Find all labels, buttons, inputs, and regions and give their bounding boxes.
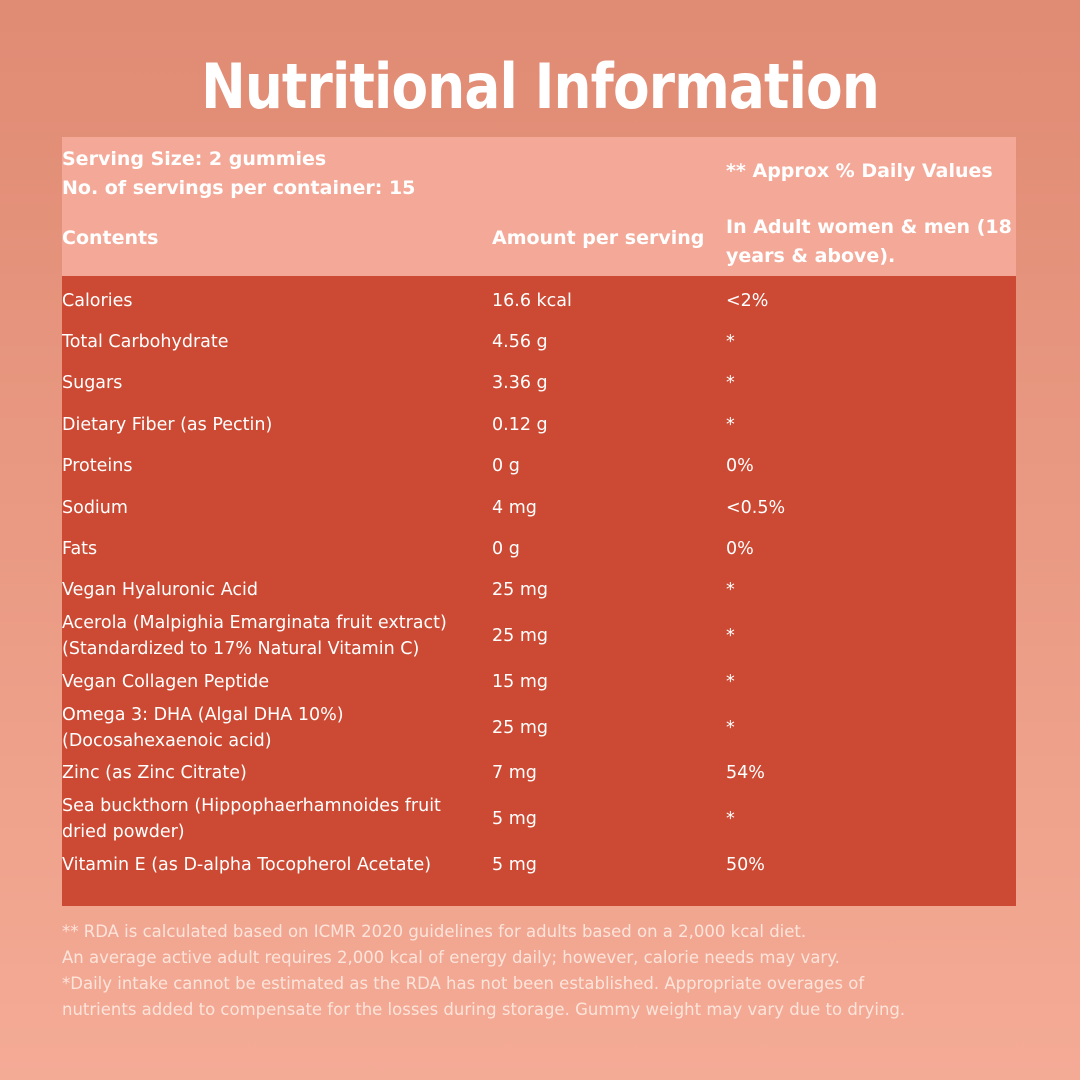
table-header: Serving Size: 2 gummies No. of servings …: [62, 137, 1016, 276]
daily-value: *: [726, 332, 735, 353]
footnotes: ** RDA is calculated based on ICMR 2020 …: [62, 919, 1022, 1023]
table-row: Acerola (Malpighia Emarginata fruit extr…: [62, 611, 1016, 661]
daily-value: *: [726, 808, 735, 829]
nutrient-name: Proteins: [62, 453, 492, 479]
nutrient-name-line: Sodium: [62, 497, 128, 518]
column-header-adult-line1: In Adult women & men (18: [726, 216, 1012, 238]
nutrient-name-line: Vitamin E (as D-alpha Tocopherol Acetate…: [62, 854, 432, 875]
table-row: Vitamin E (as D-alpha Tocopherol Acetate…: [62, 844, 1016, 885]
nutrient-name: Sodium: [62, 495, 492, 521]
table-row: Fats 0 g 0%: [62, 528, 1016, 569]
amount-per-serving: 4.56 g: [492, 332, 548, 353]
nutrient-name: Zinc (as Zinc Citrate): [62, 760, 492, 786]
nutrient-name: Sugars: [62, 370, 492, 396]
table-row: Total Carbohydrate 4.56 g *: [62, 321, 1016, 362]
table-row: Dietary Fiber (as Pectin) 0.12 g *: [62, 404, 1016, 445]
amount-per-serving: 25 mg: [492, 580, 548, 601]
amount-per-serving: 15 mg: [492, 671, 548, 692]
daily-value: *: [726, 626, 735, 647]
footnote-line: *Daily intake cannot be estimated as the…: [62, 974, 865, 993]
daily-value: *: [726, 717, 735, 738]
serving-size: Serving Size: 2 gummies: [62, 148, 327, 170]
table-row: Vegan Collagen Peptide 15 mg *: [62, 661, 1016, 702]
nutrient-name-line: Sea buckthorn (Hippophaerhamnoides fruit: [62, 795, 441, 816]
column-header-adult: In Adult women & men (18 years & above).: [726, 213, 1016, 271]
nutrient-name-line: dried powder): [62, 821, 185, 842]
servings-per-container: No. of servings per container: 15: [62, 177, 416, 199]
amount-per-serving: 0.12 g: [492, 414, 548, 435]
footnote-line: An average active adult requires 2,000 k…: [62, 948, 840, 967]
amount-per-serving: 3.36 g: [492, 373, 548, 394]
daily-value: <0.5%: [726, 497, 786, 518]
table-row: Omega 3: DHA (Algal DHA 10%) (Docosahexae…: [62, 703, 1016, 753]
amount-per-serving: 7 mg: [492, 763, 537, 784]
table-row: Calories 16.6 kcal <2%: [62, 280, 1016, 321]
table-row: Sea buckthorn (Hippophaerhamnoides fruit…: [62, 794, 1016, 844]
table-row: Vegan Hyaluronic Acid 25 mg *: [62, 570, 1016, 611]
column-header-adult-line2: years & above).: [726, 245, 896, 267]
daily-value: *: [726, 414, 735, 435]
nutrient-name-line: Proteins: [62, 456, 133, 477]
nutrient-name-line: (Standardized to 17% Natural Vitamin C): [62, 639, 420, 660]
nutrient-name-line: Fats: [62, 539, 98, 560]
column-header-contents: Contents: [62, 227, 159, 249]
table-row: Sodium 4 mg <0.5%: [62, 487, 1016, 528]
amount-per-serving: 4 mg: [492, 497, 537, 518]
nutrient-name-line: Vegan Hyaluronic Acid: [62, 580, 258, 601]
nutrition-table: Serving Size: 2 gummies No. of servings …: [62, 137, 1016, 906]
daily-value: 50%: [726, 854, 765, 875]
table-row: Zinc (as Zinc Citrate) 7 mg 54%: [62, 753, 1016, 794]
daily-value: *: [726, 671, 735, 692]
nutrient-name-line: Sugars: [62, 373, 123, 394]
footnote-line: ** RDA is calculated based on ICMR 2020 …: [62, 922, 807, 941]
amount-per-serving: 25 mg: [492, 626, 548, 647]
nutrient-name: Dietary Fiber (as Pectin): [62, 412, 492, 438]
table-row: Proteins 0 g 0%: [62, 446, 1016, 487]
daily-value: *: [726, 373, 735, 394]
daily-value: <2%: [726, 290, 769, 311]
daily-value: 0%: [726, 539, 754, 560]
nutrient-name: Sea buckthorn (Hippophaerhamnoides fruit…: [62, 793, 492, 845]
page-title: Nutritional Information: [201, 50, 880, 123]
daily-value: *: [726, 580, 735, 601]
column-header-amount: Amount per serving: [492, 227, 705, 249]
nutrient-name: Calories: [62, 288, 492, 314]
nutrient-name: Fats: [62, 536, 492, 562]
amount-per-serving: 0 g: [492, 456, 520, 477]
amount-per-serving: 5 mg: [492, 808, 537, 829]
nutrient-name-line: Omega 3: DHA (Algal DHA 10%): [62, 704, 344, 725]
nutrient-name: Vegan Collagen Peptide: [62, 669, 492, 695]
footnote-line: nutrients added to compensate for the lo…: [62, 1000, 906, 1019]
nutrient-name: Vitamin E (as D-alpha Tocopherol Acetate…: [62, 852, 492, 878]
nutrient-name: Vegan Hyaluronic Acid: [62, 577, 492, 603]
approx-daily-values: ** Approx % Daily Values: [726, 160, 993, 182]
amount-per-serving: 5 mg: [492, 854, 537, 875]
nutrient-name-line: (Docosahexaenoic acid): [62, 730, 272, 751]
nutrient-name-line: Vegan Collagen Peptide: [62, 671, 270, 692]
serving-info: Serving Size: 2 gummies No. of servings …: [62, 145, 415, 203]
nutrient-name-line: Acerola (Malpighia Emarginata fruit extr…: [62, 613, 447, 634]
table-row: Sugars 3.36 g *: [62, 363, 1016, 404]
nutrient-name: Omega 3: DHA (Algal DHA 10%) (Docosahexae…: [62, 702, 492, 754]
nutrient-name: Acerola (Malpighia Emarginata fruit extr…: [62, 610, 492, 662]
amount-per-serving: 16.6 kcal: [492, 290, 572, 311]
nutrient-name-line: Dietary Fiber (as Pectin): [62, 414, 273, 435]
table-body: Calories 16.6 kcal <2% Total Carbohydrate 4.…: [62, 276, 1016, 906]
amount-per-serving: 0 g: [492, 539, 520, 560]
daily-value: 54%: [726, 763, 765, 784]
daily-value: 0%: [726, 456, 754, 477]
nutrient-name-line: Zinc (as Zinc Citrate): [62, 763, 247, 784]
amount-per-serving: 25 mg: [492, 717, 548, 738]
nutrient-name-line: Calories: [62, 290, 133, 311]
nutrient-name-line: Total Carbohydrate: [62, 332, 229, 353]
nutrient-name: Total Carbohydrate: [62, 329, 492, 355]
